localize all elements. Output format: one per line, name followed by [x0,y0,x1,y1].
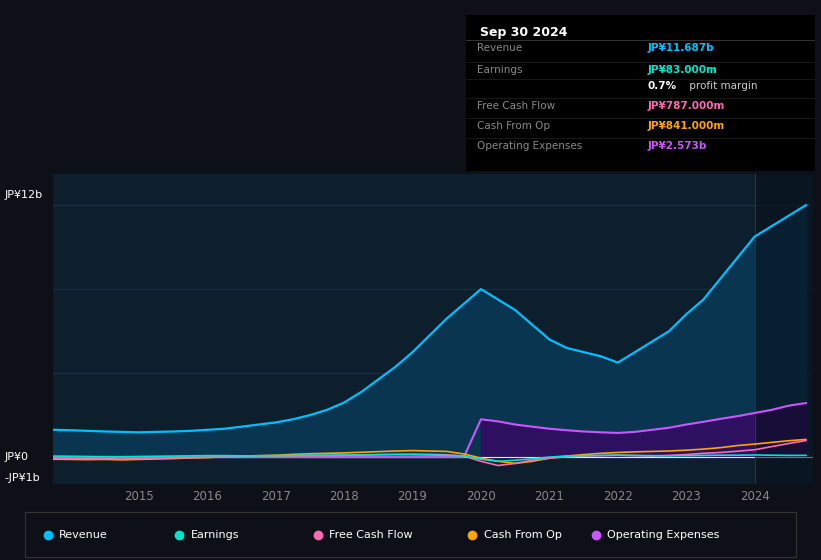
Text: Revenue: Revenue [477,43,522,53]
Text: JP¥12b: JP¥12b [4,189,42,199]
Text: -JP¥1b: -JP¥1b [4,473,39,483]
Text: Cash From Op: Cash From Op [484,530,562,540]
Text: JP¥841.000m: JP¥841.000m [648,121,725,131]
Text: Free Cash Flow: Free Cash Flow [329,530,413,540]
Text: Sep 30 2024: Sep 30 2024 [480,26,568,39]
Text: JP¥0: JP¥0 [4,452,28,462]
Text: Free Cash Flow: Free Cash Flow [477,101,555,111]
Text: Earnings: Earnings [190,530,239,540]
Text: Earnings: Earnings [477,65,522,75]
Text: JP¥2.573b: JP¥2.573b [648,141,707,151]
Text: Operating Expenses: Operating Expenses [477,141,582,151]
Bar [754,174,813,484]
Text: JP¥11.687b: JP¥11.687b [648,43,714,53]
Text: Operating Expenses: Operating Expenses [608,530,720,540]
Text: Revenue: Revenue [59,530,108,540]
Text: JP¥83.000m: JP¥83.000m [648,65,718,75]
Text: profit margin: profit margin [686,81,758,91]
Text: JP¥787.000m: JP¥787.000m [648,101,725,111]
Text: Cash From Op: Cash From Op [477,121,550,131]
Text: 0.7%: 0.7% [648,81,677,91]
